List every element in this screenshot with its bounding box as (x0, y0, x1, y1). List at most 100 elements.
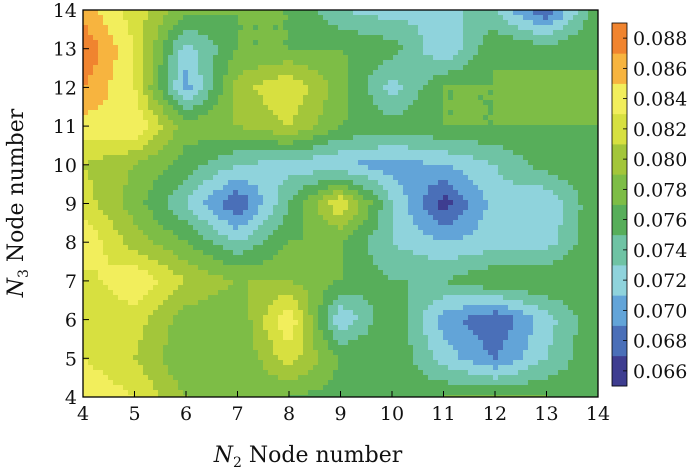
contour-cell (563, 190, 569, 196)
contour-cell (548, 70, 554, 76)
contour-cell (118, 220, 124, 226)
contour-cell (563, 70, 569, 76)
contour-cell (303, 30, 309, 36)
contour-cell (428, 15, 434, 21)
contour-cell (158, 175, 164, 181)
contour-cell (168, 65, 174, 71)
contour-cell (153, 55, 159, 61)
contour-cell (383, 130, 389, 136)
contour-cell (323, 50, 329, 56)
contour-cell (168, 225, 174, 231)
contour-cell (448, 70, 454, 76)
contour-cell (338, 115, 344, 121)
contour-cell (88, 60, 94, 66)
contour-cell (208, 205, 214, 211)
contour-cell (338, 40, 344, 46)
contour-cell (158, 25, 164, 31)
contour-cell (208, 85, 214, 91)
contour-cell (513, 195, 519, 201)
contour-cell (403, 205, 409, 211)
contour-cell (568, 35, 574, 41)
contour-cell (353, 230, 359, 236)
contour-cell (168, 145, 174, 151)
contour-cell (408, 65, 414, 71)
contour-cell (113, 120, 119, 126)
contour-cell (353, 185, 359, 191)
contour-cell (218, 10, 224, 16)
contour-cell (243, 60, 249, 66)
contour-cell (323, 70, 329, 76)
contour-cell (373, 145, 379, 151)
contour-cell (558, 95, 564, 101)
contour-cell (373, 85, 379, 91)
contour-cell (468, 190, 474, 196)
contour-cell (528, 195, 534, 201)
contour-cell (168, 170, 174, 176)
contour-cell (143, 80, 149, 86)
contour-cell (323, 185, 329, 191)
contour-cell (543, 120, 549, 126)
contour-cell (378, 60, 384, 66)
contour-cell (143, 130, 149, 136)
contour-cell (383, 10, 389, 16)
contour-cell (278, 55, 284, 61)
contour-cell (503, 110, 509, 116)
contour-cell (83, 115, 89, 121)
contour-cell (178, 55, 184, 61)
contour-cell (483, 210, 489, 216)
contour-cell (553, 50, 559, 56)
contour-cell (303, 165, 309, 171)
contour-cell (468, 205, 474, 211)
contour-cell (528, 205, 534, 211)
contour-cell (228, 220, 234, 226)
contour-cell (388, 65, 394, 71)
contour-cell (568, 100, 574, 106)
contour-cell (498, 215, 504, 221)
contour-cell (453, 155, 459, 161)
contour-cell (553, 195, 559, 201)
contour-cell (228, 205, 234, 211)
contour-cell (333, 195, 339, 201)
contour-cell (258, 45, 264, 51)
contour-cell (383, 190, 389, 196)
contour-cell (128, 55, 134, 61)
contour-cell (218, 195, 224, 201)
contour-cell (173, 200, 179, 206)
contour-cell (148, 10, 154, 16)
contour-cell (483, 30, 489, 36)
contour-cell (568, 25, 574, 31)
contour-cell (308, 55, 314, 61)
contour-cell (113, 60, 119, 66)
contour-cell (523, 245, 529, 251)
contour-cell (268, 130, 274, 136)
contour-cell (463, 195, 469, 201)
contour-cell (143, 235, 149, 241)
contour-cell (483, 105, 489, 111)
contour-cell (183, 115, 189, 121)
contour-cell (563, 225, 569, 231)
contour-cell (328, 150, 334, 156)
contour-cell (393, 160, 399, 166)
contour-cell (313, 125, 319, 131)
contour-cell (533, 130, 539, 136)
contour-cell (143, 240, 149, 246)
contour-cell (428, 225, 434, 231)
contour-cell (518, 75, 524, 81)
contour-cell (338, 25, 344, 31)
contour-cell (358, 220, 364, 226)
contour-cell (198, 145, 204, 151)
contour-cell (493, 230, 499, 236)
contour-cell (173, 95, 179, 101)
contour-cell (403, 10, 409, 16)
contour-cell (463, 80, 469, 86)
contour-cell (373, 215, 379, 221)
contour-cell (493, 180, 499, 186)
contour-cell (588, 160, 594, 166)
contour-cell (278, 85, 284, 91)
contour-cell (398, 120, 404, 126)
contour-cell (513, 230, 519, 236)
contour-cell (98, 245, 104, 251)
contour-cell (148, 35, 154, 41)
contour-cell (168, 185, 174, 191)
contour-cell (153, 135, 159, 141)
